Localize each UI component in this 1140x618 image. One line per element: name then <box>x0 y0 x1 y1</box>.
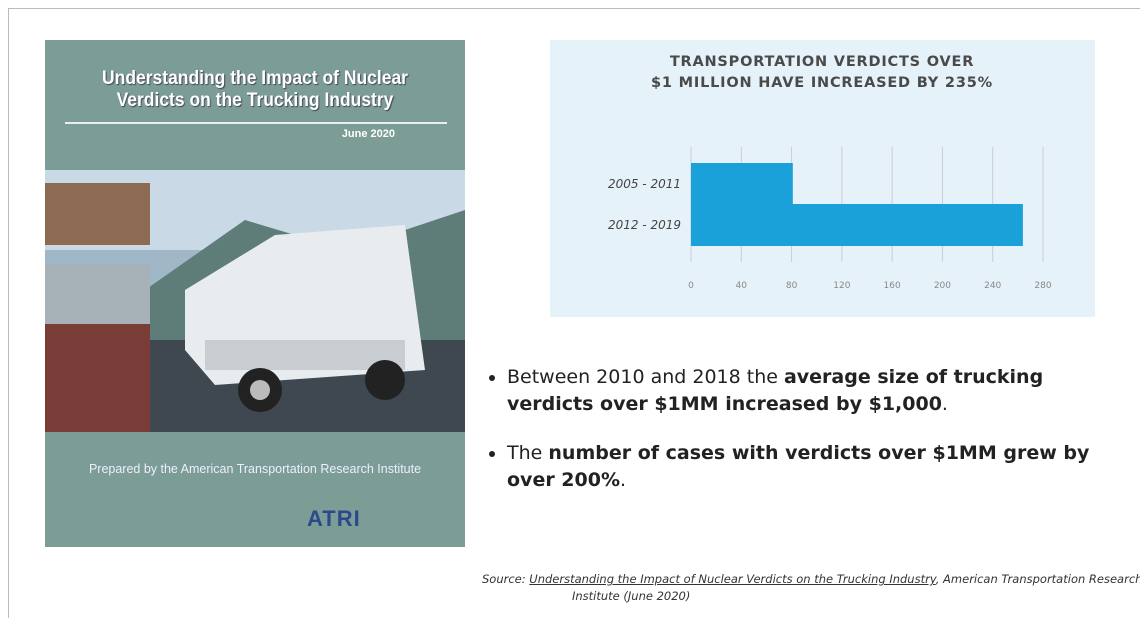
category-label: 2012 - 2019 <box>608 218 681 232</box>
cover-rule <box>65 122 447 124</box>
cover-title: Understanding the Impact of Nuclear Verd… <box>102 68 408 111</box>
bullet-text: . <box>620 469 627 491</box>
x-tick-label: 240 <box>984 281 1001 291</box>
chart-title: TRANSPORTATION VERDICTS OVER <box>670 54 974 70</box>
source-rest: , American Transportation Research Insti… <box>572 572 1140 603</box>
chart: TRANSPORTATION VERDICTS OVER $1 MILLION H… <box>608 54 1052 291</box>
bullet-text: The <box>507 442 549 464</box>
bullet-text: Between 2010 and 2018 the <box>507 366 784 388</box>
cover-prepared-by: Prepared by the American Transportation … <box>88 462 422 476</box>
x-tick-label: 200 <box>934 281 951 291</box>
x-tick-label: 120 <box>833 281 850 291</box>
bullet-bold-text: average size of trucking verdicts over $… <box>507 366 1044 415</box>
cover-date: June 2020 <box>341 128 395 140</box>
bullet: Between 2010 and 2018 the average size o… <box>507 364 1127 418</box>
category-label: 2005 - 2011 <box>608 177 681 191</box>
x-tick-label: 280 <box>1034 281 1051 291</box>
frame <box>8 8 1140 618</box>
bullet-list: Between 2010 and 2018 the average size o… <box>485 364 1127 516</box>
bullet-text: . <box>941 393 948 415</box>
bar <box>691 204 1023 246</box>
cover-logo: ATRI <box>307 506 361 531</box>
x-tick-label: 40 <box>736 281 748 291</box>
chart-panel: TRANSPORTATION VERDICTS OVER $1 MILLION H… <box>550 40 1095 317</box>
x-tick-label: 0 <box>688 281 694 291</box>
report-cover: Understanding the Impact of Nuclear Verd… <box>45 40 465 547</box>
source-label: Source: <box>482 572 526 586</box>
x-tick-label: 80 <box>786 281 798 291</box>
bar <box>691 163 793 205</box>
x-tick-label: 160 <box>884 281 901 291</box>
bullet-bold-text: number of cases with verdicts over $1MM … <box>507 442 1090 491</box>
source: Source: Understanding the Impact of Nucl… <box>482 571 1140 605</box>
source-link: Understanding the Impact of Nuclear Verd… <box>529 572 936 586</box>
bullet: The number of cases with verdicts over $… <box>507 440 1127 494</box>
chart-title: $1 MILLION HAVE INCREASED BY 235% <box>651 75 993 91</box>
cover-photo <box>45 170 465 432</box>
